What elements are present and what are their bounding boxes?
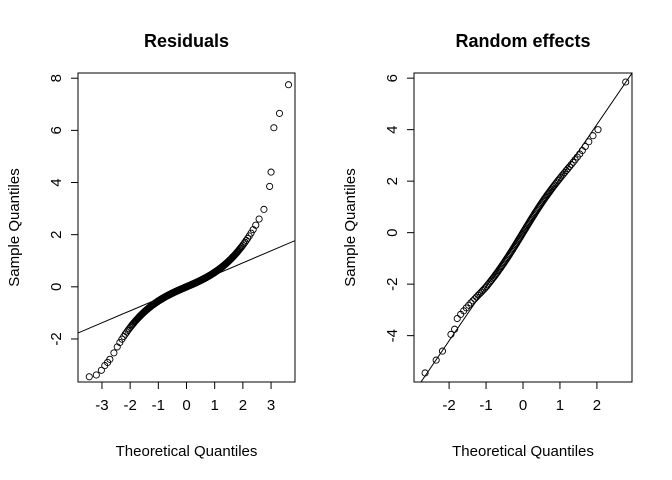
sample-point — [453, 314, 461, 323]
x-ticks-random-effects: -2 -1 0 1 2 — [442, 382, 601, 414]
sample-point — [260, 205, 268, 213]
sample-point — [469, 297, 477, 305]
sample-point — [106, 355, 114, 363]
x-axis-label-random-effects: Theoretical Quantiles — [452, 443, 594, 460]
sample-point — [581, 142, 589, 151]
x-tick-label: 3 — [267, 397, 275, 414]
sample-point — [267, 168, 275, 176]
sample-point — [589, 132, 597, 140]
plot-area-residuals — [78, 81, 295, 381]
x-tick-label: -3 — [95, 397, 108, 414]
sample-point — [255, 215, 263, 223]
sample-point — [467, 299, 475, 307]
sample-point — [275, 109, 284, 117]
sample-point — [565, 163, 574, 171]
y-tick-label: 8 — [48, 74, 65, 82]
sample-point — [447, 330, 455, 338]
sample-point — [567, 160, 575, 169]
panel-residuals: Residuals Theoretical Quantiles Sample Q… — [6, 31, 296, 460]
y-ticks-random-effects: -4 -2 0 2 4 6 — [384, 74, 414, 342]
sample-point — [438, 347, 447, 355]
x-tick-label: -2 — [123, 397, 136, 414]
qq-reference-line — [420, 73, 632, 382]
sample-point — [266, 182, 274, 190]
sample-point — [594, 126, 602, 134]
y-tick-label: -2 — [48, 332, 65, 345]
y-axis-label-residuals: Sample Quantiles — [6, 168, 23, 286]
x-tick-label: 0 — [182, 397, 190, 414]
y-tick-label: 6 — [384, 74, 401, 82]
sample-point — [284, 81, 293, 89]
y-tick-label: 0 — [384, 228, 401, 236]
y-tick-label: 4 — [48, 178, 65, 186]
sample-point — [585, 138, 593, 146]
chart-title-residuals: Residuals — [144, 31, 229, 51]
plot-frame-residuals — [77, 72, 296, 383]
y-ticks-residuals: -2 0 2 4 6 8 — [48, 74, 78, 346]
y-tick-label: -4 — [384, 329, 401, 342]
chart-title-random-effects: Random effects — [455, 31, 590, 51]
y-tick-label: 0 — [48, 283, 65, 291]
sample-point — [97, 366, 105, 374]
sample-point — [569, 158, 577, 166]
panel-random-effects: Random effects Theoretical Quantiles Sam… — [342, 31, 633, 460]
sample-point — [622, 78, 630, 86]
y-tick-label: 4 — [384, 125, 401, 133]
sample-point — [421, 369, 429, 377]
y-tick-label: 2 — [384, 177, 401, 185]
x-tick-label: -1 — [152, 397, 165, 414]
sample-point — [465, 301, 473, 309]
y-axis-label-random-effects: Sample Quantiles — [342, 168, 359, 286]
sample-point — [92, 371, 100, 379]
y-tick-label: 6 — [48, 126, 65, 134]
x-tick-label: 2 — [593, 397, 601, 414]
x-tick-label: -2 — [442, 397, 455, 414]
sample-point — [110, 349, 118, 357]
sample-point — [85, 373, 93, 381]
x-tick-label: 0 — [519, 397, 527, 414]
x-ticks-residuals: -3 -2 -1 0 1 2 3 — [95, 382, 275, 414]
sample-point — [564, 165, 572, 173]
sample-point — [247, 229, 255, 237]
y-tick-label: -2 — [384, 277, 401, 290]
x-tick-label: 1 — [556, 397, 564, 414]
sample-point — [451, 325, 459, 333]
sample-point — [252, 221, 260, 229]
sample-point — [270, 124, 278, 132]
x-tick-label: 1 — [211, 397, 219, 414]
x-tick-label: 2 — [239, 397, 247, 414]
y-tick-label: 2 — [48, 230, 65, 238]
sample-point — [432, 356, 440, 364]
x-axis-label-residuals: Theoretical Quantiles — [116, 443, 258, 460]
plot-area-random-effects — [420, 73, 632, 382]
x-tick-label: -1 — [479, 397, 492, 414]
